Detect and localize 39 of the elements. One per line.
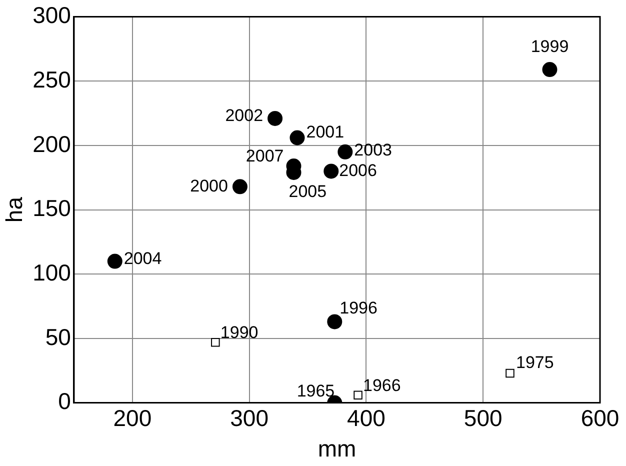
- y-axis-title: ha: [1, 196, 28, 223]
- x-axis-title: mm: [318, 436, 356, 462]
- annotation: 2002: [225, 106, 264, 126]
- point: [506, 368, 514, 378]
- point: [268, 110, 283, 126]
- x-tick-label: 600: [580, 404, 620, 431]
- annotation: 2005: [288, 182, 327, 202]
- y-tick-label: 50: [45, 324, 71, 350]
- y-tick-label: 0: [58, 388, 71, 414]
- annotation: 1996: [340, 298, 378, 318]
- annotation: 2003: [354, 140, 392, 160]
- y-tick-label: 150: [32, 195, 71, 222]
- annotation: 1999: [530, 37, 569, 56]
- point: [542, 62, 558, 78]
- x-tick-label: 400: [347, 404, 386, 431]
- point: [232, 179, 248, 194]
- annotation: 2000: [190, 176, 228, 196]
- point: [211, 338, 220, 347]
- y-tick-label: 250: [32, 66, 71, 92]
- y-tick-label: 300: [32, 2, 71, 28]
- point: [327, 314, 342, 330]
- x-tick-label: 300: [230, 404, 269, 431]
- annotation: 1965: [296, 381, 335, 400]
- point: [324, 164, 339, 179]
- point: [290, 130, 305, 146]
- annotation: 2007: [246, 146, 284, 166]
- y-tick-label: 100: [32, 259, 71, 286]
- x-tick-label: 200: [113, 404, 152, 431]
- y-tick-label: 200: [32, 130, 71, 157]
- annotation: 2004: [124, 248, 162, 268]
- x-tick-label: 500: [464, 404, 502, 431]
- point: [107, 254, 122, 269]
- annotation: 1990: [220, 323, 258, 342]
- annotation: 2006: [339, 160, 377, 180]
- point: [354, 390, 362, 400]
- annotation: 1975: [516, 352, 554, 372]
- point: [338, 144, 353, 160]
- annotation: 2001: [306, 122, 344, 142]
- annotation: 1966: [363, 376, 401, 395]
